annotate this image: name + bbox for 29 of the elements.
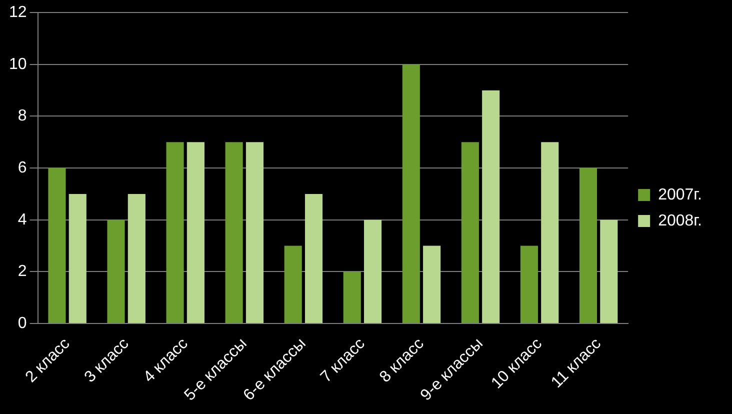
bar <box>68 194 86 324</box>
bar <box>246 142 264 324</box>
bar <box>600 220 618 324</box>
y-tick-label: 8 <box>18 108 27 125</box>
bar <box>402 64 420 324</box>
y-tick-label: 12 <box>9 4 27 22</box>
bar <box>48 168 66 324</box>
bar <box>423 246 441 324</box>
bar <box>284 246 302 324</box>
bar <box>166 142 184 324</box>
bar <box>482 90 500 324</box>
bar <box>225 142 243 324</box>
bar <box>304 194 323 324</box>
y-tick-label: 4 <box>18 211 27 228</box>
bar <box>128 194 146 324</box>
y-tick-label: 6 <box>18 159 27 176</box>
y-tick-label: 2 <box>18 263 27 280</box>
bar <box>186 142 204 324</box>
legend-label: 2008г. <box>658 212 702 230</box>
bar <box>461 142 479 324</box>
y-tick-label: 10 <box>9 56 27 73</box>
legend-label: 2007г. <box>658 186 702 204</box>
y-tick-label: 0 <box>18 314 27 332</box>
bar <box>107 220 125 324</box>
bar <box>520 246 538 324</box>
bar <box>364 220 382 324</box>
bar <box>541 142 559 324</box>
bar <box>343 272 361 324</box>
bar <box>579 168 598 324</box>
